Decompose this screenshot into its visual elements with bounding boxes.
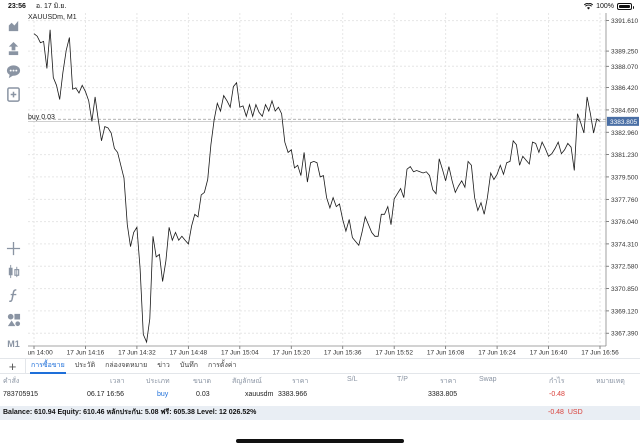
x-tick-label: 17 Jun 16:24 xyxy=(478,350,516,357)
chart-symbol-label: XAUUSDm, M1 xyxy=(28,14,77,21)
y-tick-label: 3388.070 xyxy=(611,64,638,71)
x-tick-label: 17 Jun 14:16 xyxy=(67,350,105,357)
y-tick-label: 3369.120 xyxy=(611,308,638,315)
header-symbol: สัญลักษณ์ xyxy=(232,378,262,385)
tab-settings[interactable]: การตั้งค่า xyxy=(207,362,237,369)
header-price: ราคา xyxy=(292,378,309,385)
y-tick-label: 3381.230 xyxy=(611,152,638,159)
function-icon[interactable] xyxy=(5,287,22,304)
row-volume: 0.03 xyxy=(196,391,210,398)
x-tick-label: 17 Jun 14:48 xyxy=(170,350,208,357)
battery-percent: 100% xyxy=(596,3,614,10)
row-price: 3383.966 xyxy=(278,391,308,398)
y-tick-label: 3372.580 xyxy=(611,264,638,271)
price-series-line xyxy=(33,29,601,344)
objects-icon[interactable] xyxy=(5,311,22,328)
y-tick-label: 3389.250 xyxy=(611,49,638,56)
y-tick-label: 3384.690 xyxy=(611,107,638,114)
row-type: buy xyxy=(157,391,169,398)
chart-canvas[interactable]: 3391.610 3389.250 3388.070 3386.420 3384.690… xyxy=(28,13,640,358)
home-indicator xyxy=(236,439,404,443)
header-swap: Swap xyxy=(479,376,497,383)
terminal-tabbar: + การซื้อขาย ประวัติ กล่องจดหมาย ข่าว บั… xyxy=(0,358,640,374)
chart-type-icon[interactable] xyxy=(5,263,22,280)
row-symbol: xauusdm xyxy=(245,391,274,398)
header-tp: T/P xyxy=(397,376,408,383)
row-order: 783705915 xyxy=(3,391,39,398)
positions-table-header: คำสั่ง เวลา ประเภท ขนาด สัญลักษณ์ ราคา S… xyxy=(0,376,640,388)
y-tick-label: 3386.420 xyxy=(611,85,638,92)
trade-icon[interactable] xyxy=(5,40,22,57)
x-tick-label: 17 Jun 15:52 xyxy=(375,350,413,357)
header-current-price: ราคา xyxy=(440,378,457,385)
timeframe-button[interactable]: M1 xyxy=(7,338,20,349)
tab-mailbox[interactable]: กล่องจดหมาย xyxy=(105,362,148,369)
x-tick-label: 17 Jun 14:00 xyxy=(28,350,53,357)
y-tick-label: 3391.610 xyxy=(611,18,638,25)
table-row[interactable]: 783705915 06.17 16:56 buy 0.03 xauusdm 3… xyxy=(0,391,640,404)
status-bar: 23:56 อ. 17 มิ.ย. 100% xyxy=(0,0,640,13)
x-tick-label: 17 Jun 14:32 xyxy=(118,350,156,357)
left-toolbar: M1 xyxy=(0,13,28,350)
x-tick-label: 17 Jun 16:56 xyxy=(581,350,619,357)
header-volume: ขนาด xyxy=(193,378,212,385)
header-profit: กำไร xyxy=(549,378,565,385)
y-tick-label: 3370.850 xyxy=(611,286,638,293)
y-tick-label: 3376.040 xyxy=(611,219,638,226)
balance-summary: Balance: 610.94 Equity: 610.46 หลักประกั… xyxy=(3,409,257,416)
x-tick-label: 17 Jun 15:36 xyxy=(324,350,362,357)
y-tick-label: 3367.390 xyxy=(611,331,638,338)
row-current-price: 3383.805 xyxy=(428,391,458,398)
battery-fill xyxy=(619,5,630,8)
current-price-tag-label: 3383.805 xyxy=(610,119,637,126)
y-tick-label: 3382.960 xyxy=(611,130,638,137)
indicators-icon[interactable] xyxy=(5,17,22,34)
balance-profit: -0.48 USD xyxy=(548,406,583,420)
header-type: ประเภท xyxy=(146,378,170,385)
tab-journal[interactable]: บันทึก xyxy=(179,362,198,369)
balance-profit-value: -0.48 xyxy=(548,409,564,416)
add-chart-icon[interactable] xyxy=(5,86,22,103)
header-sl: S/L xyxy=(347,376,358,383)
order-line-label[interactable]: buy 0.03 xyxy=(28,114,55,121)
status-left: 23:56 อ. 17 มิ.ย. xyxy=(8,0,66,13)
x-tick-label: 17 Jun 15:04 xyxy=(221,350,259,357)
x-tick-label: 17 Jun 16:08 xyxy=(427,350,465,357)
row-time: 06.17 16:56 xyxy=(87,391,124,398)
crosshair-icon[interactable] xyxy=(5,240,22,257)
y-tick-label: 3379.500 xyxy=(611,174,638,181)
tab-history[interactable]: ประวัติ xyxy=(74,362,96,369)
tab-news[interactable]: ข่าว xyxy=(157,362,170,369)
current-price-tag xyxy=(607,116,639,126)
balance-bar: Balance: 610.94 Equity: 610.46 หลักประกั… xyxy=(0,406,640,420)
battery-icon xyxy=(617,3,634,10)
tab-trade[interactable]: การซื้อขาย xyxy=(26,359,70,374)
new-order-button[interactable]: + xyxy=(0,359,26,374)
wifi-icon xyxy=(584,3,594,10)
status-right: 100% xyxy=(584,0,634,13)
x-tick-label: 17 Jun 16:40 xyxy=(530,350,568,357)
header-time: เวลา xyxy=(110,378,125,385)
status-date: อ. 17 มิ.ย. xyxy=(35,3,67,10)
y-tick-label: 3377.760 xyxy=(611,197,638,204)
header-order: คำสั่ง xyxy=(3,378,20,385)
header-comment: หมายเหตุ xyxy=(596,378,625,385)
row-profit: -0.48 xyxy=(549,391,565,398)
y-tick-label: 3374.310 xyxy=(611,241,638,248)
x-tick-label: 17 Jun 15:20 xyxy=(272,350,310,357)
status-time: 23:56 xyxy=(8,3,26,10)
chat-icon[interactable] xyxy=(5,63,22,80)
balance-currency: USD xyxy=(567,409,583,416)
price-chart[interactable]: 3391.610 3389.250 3388.070 3386.420 3384.690… xyxy=(28,13,640,358)
